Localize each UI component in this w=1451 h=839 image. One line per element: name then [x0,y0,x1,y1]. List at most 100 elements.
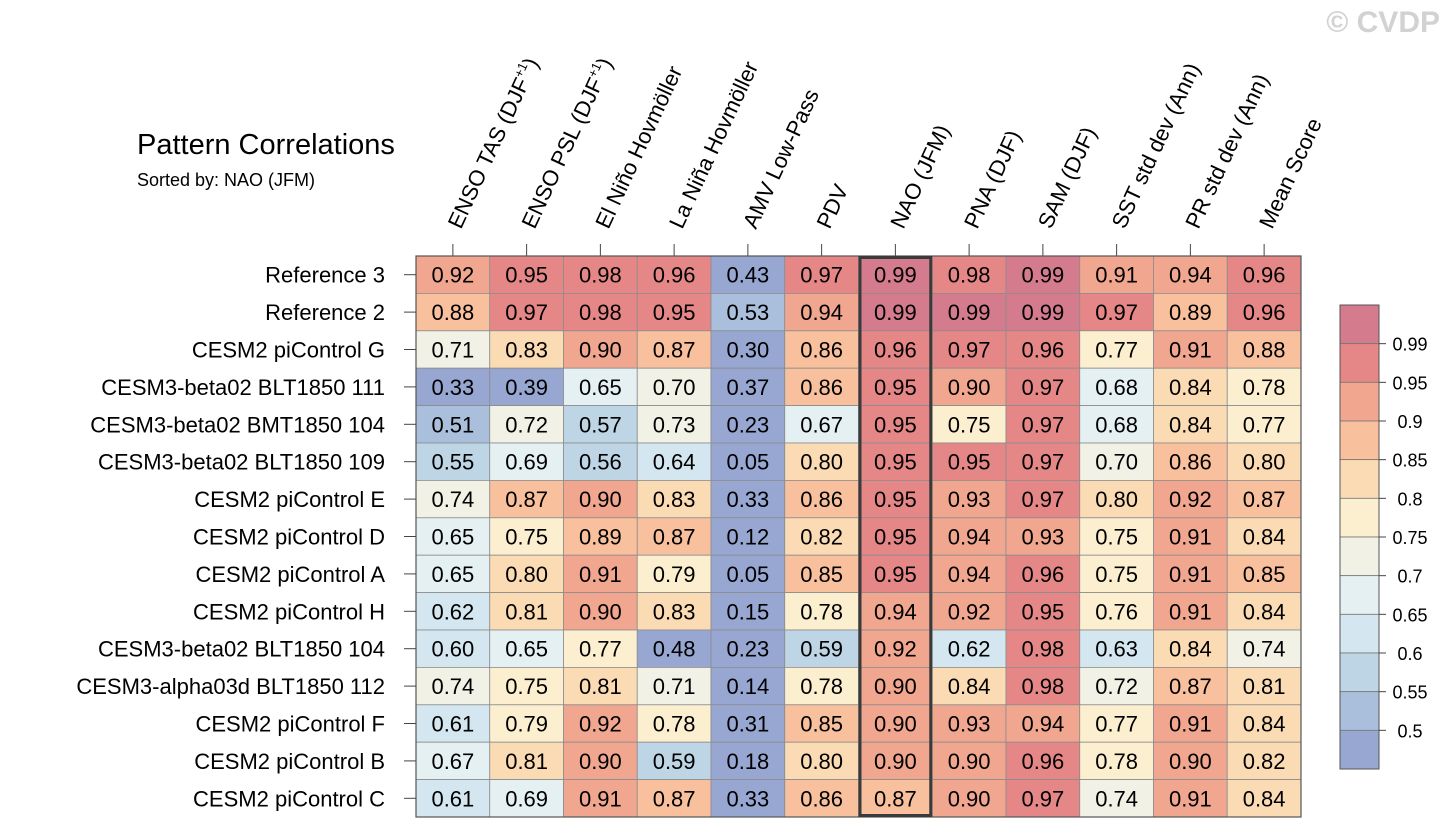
colorbar-tick-label: 0.8 [1397,489,1422,509]
row-label: Reference 3 [265,263,385,288]
cell-value: 0.83 [653,599,696,624]
cell-value: 0.92 [1169,487,1212,512]
cell-value: 0.76 [1095,599,1138,624]
heatmap-cell [784,479,859,519]
heatmap-cell [415,779,491,818]
heatmap-cell [1226,741,1302,781]
column-headers: ENSO TAS (DJF+1)ENSO PSL (DJF+1)El Niño … [443,54,1327,256]
cell-value: 0.78 [653,712,696,737]
heatmap-cell [784,367,859,407]
cell-value: 0.91 [1169,525,1212,550]
cell-value: 0.94 [948,525,991,550]
colorbar-swatch [1339,536,1380,577]
cell-value: 0.71 [431,338,474,363]
cell-value: 0.56 [579,450,622,475]
colorbar: 0.5 0.55 0.6 0.65 0.7 0.75 0.8 0.85 0.9 0.95 0.99 [1339,304,1428,770]
cell-value: 0.93 [948,712,991,737]
cell-value: 0.81 [505,749,548,774]
cell-value: 0.74 [431,674,474,699]
heatmap-cell [858,704,933,743]
heatmap-cell [489,367,564,407]
heatmap-cell [489,629,564,668]
heatmap-cell [1005,405,1081,444]
cell-value: 0.18 [726,749,769,774]
cell-value: 0.97 [1021,412,1064,437]
cell-value: 0.59 [653,749,696,774]
heatmap-cell [931,592,1007,631]
cell-value: 0.69 [505,450,548,475]
colorbar-swatch [1339,729,1380,770]
heatmap-cell [415,442,491,481]
heatmap-cell [636,367,712,407]
cell-value: 0.51 [431,412,474,437]
cell-value: 0.96 [1021,338,1064,363]
heatmap-cell [1005,517,1081,556]
cell-value: 0.88 [1243,338,1286,363]
cell-value: 0.94 [1169,263,1212,288]
heatmap-cell [489,479,564,519]
cell-value: 0.82 [1243,749,1286,774]
cell-value: 0.90 [1169,749,1212,774]
cell-value: 0.93 [1021,525,1064,550]
cell-value: 0.72 [1095,674,1138,699]
colorbar-tick-label: 0.6 [1397,644,1422,664]
chart-title: Pattern Correlations [137,129,395,161]
cell-value: 0.92 [874,637,917,662]
cell-value: 0.90 [948,749,991,774]
cell-value: 0.57 [579,412,622,437]
cell-value: 0.91 [1169,712,1212,737]
cell-value: 0.94 [800,300,843,325]
cell-value: 0.48 [653,637,696,662]
row-label: CESM3-alpha03d BLT1850 112 [76,674,385,699]
cell-value: 0.88 [431,300,474,325]
cell-value: 0.99 [948,300,991,325]
cell-value: 0.85 [800,712,843,737]
heatmap-cell [710,704,786,743]
cell-value: 0.72 [505,412,548,437]
heatmap-cell [931,704,1007,743]
heatmap-cell [1226,255,1302,294]
cell-value: 0.83 [653,487,696,512]
heatmap-cell [710,255,786,294]
cell-value: 0.97 [1095,300,1138,325]
heatmap-cell [784,779,859,818]
heatmap-cell [636,330,712,369]
colorbar-tick-label: 0.9 [1397,412,1422,432]
cell-value: 0.67 [800,412,843,437]
colorbar-tick-label: 0.95 [1392,373,1427,393]
cell-value: 0.61 [431,786,474,811]
cell-value: 0.78 [800,674,843,699]
heatmap-cell [489,667,564,706]
cell-value: 0.95 [948,450,991,475]
colorbar-swatch [1339,691,1380,731]
cell-value: 0.86 [1169,450,1212,475]
cell-value: 0.95 [653,300,696,325]
heatmap-cell [1079,292,1154,332]
colorbar-tick-label: 0.5 [1397,721,1422,741]
cell-value: 0.65 [579,375,622,400]
column-label-text: PDV [811,180,853,232]
cell-value: 0.84 [1243,712,1286,737]
cell-value: 0.95 [505,263,548,288]
heatmap-cell [784,554,859,594]
heatmap-cell [1005,554,1081,594]
cell-value: 0.77 [1095,338,1138,363]
heatmap-cell [858,292,933,332]
cell-value: 0.12 [726,525,769,550]
heatmap-cell [931,667,1007,706]
cell-value: 0.33 [726,487,769,512]
heatmap-cell [784,292,859,332]
cell-value: 0.69 [505,786,548,811]
heatmap-cell [784,704,859,743]
heatmap-cell [563,554,638,594]
heatmap-cell [636,405,712,444]
heatmap-cell [1226,779,1302,818]
cell-value: 0.77 [1243,412,1286,437]
cell-value: 0.84 [1243,786,1286,811]
heatmap-cell [415,592,491,631]
cell-value: 0.91 [1169,338,1212,363]
heatmap-cell [858,255,933,294]
heatmap-cell [1005,255,1081,294]
heatmap-cell [1226,554,1302,594]
